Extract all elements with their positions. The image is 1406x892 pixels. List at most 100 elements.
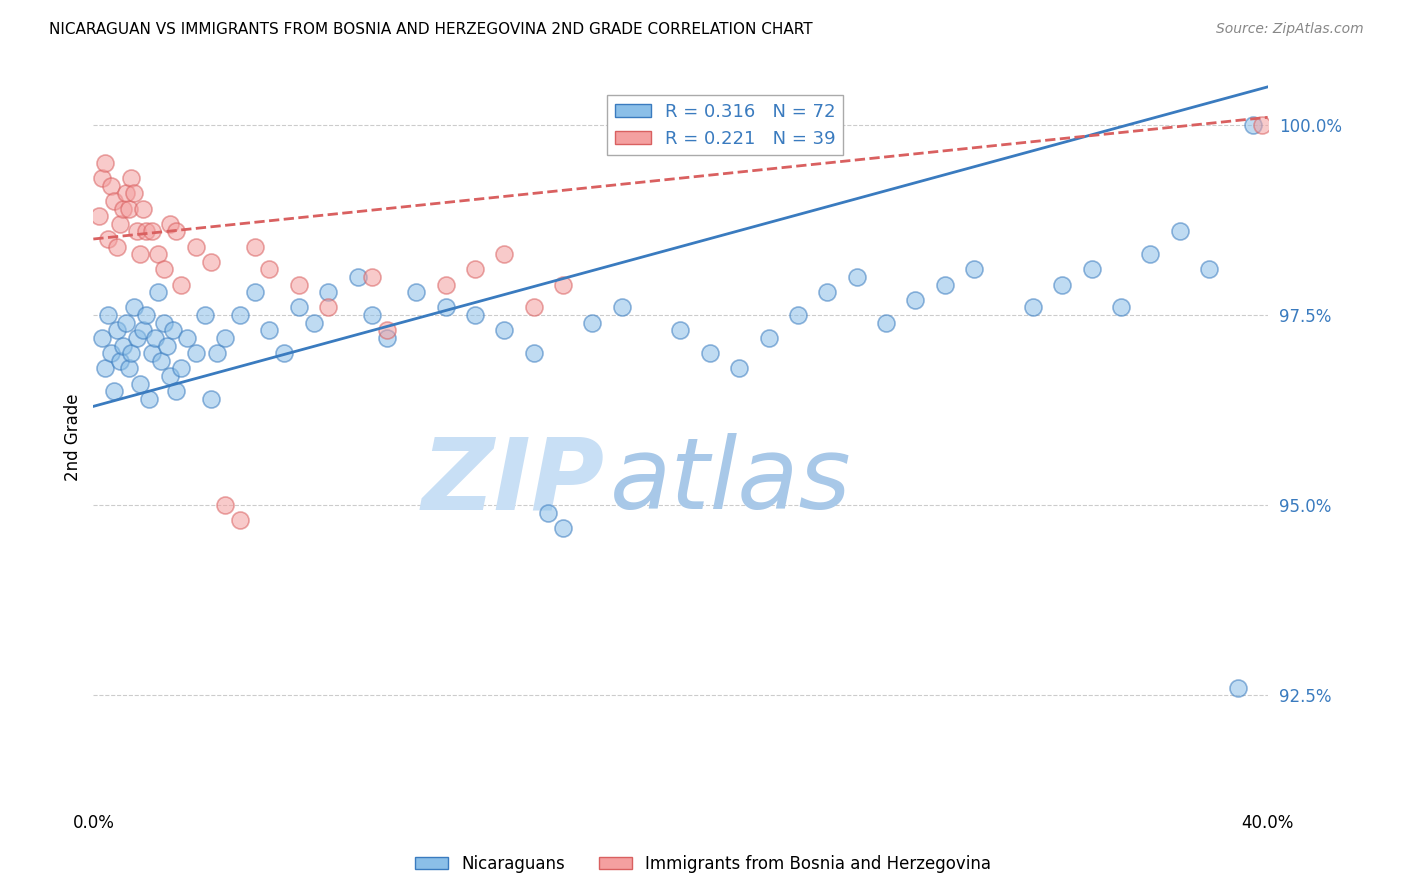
Point (152, 262, 174, 277)
Point (129, 376, 152, 391)
Legend: Nicaraguans, Immigrants from Bosnia and Herzegovina: Nicaraguans, Immigrants from Bosnia and … (408, 848, 998, 880)
Point (875, 316, 897, 330)
Point (375, 323, 398, 337)
Point (288, 277, 311, 292)
Point (787, 308, 810, 322)
Point (184, 346, 207, 360)
Point (184, 239, 207, 253)
Point (91, 331, 114, 345)
Point (200, 255, 222, 269)
Point (194, 308, 217, 322)
Point (111, 202, 134, 216)
Point (758, 331, 780, 345)
Point (146, 247, 169, 261)
Point (464, 262, 486, 277)
Point (1080, 262, 1102, 277)
Point (728, 361, 751, 376)
Point (165, 384, 187, 399)
Point (551, 521, 574, 535)
Point (111, 338, 134, 352)
Point (135, 224, 157, 238)
Point (699, 346, 721, 360)
Point (361, 308, 384, 322)
Point (124, 186, 146, 201)
Point (132, 202, 155, 216)
Point (103, 194, 125, 208)
Point (229, 513, 252, 527)
Point (610, 301, 633, 315)
Point (229, 308, 252, 322)
Point (141, 346, 163, 360)
Point (143, 331, 166, 345)
Point (91, 171, 114, 186)
Point (464, 308, 486, 322)
Point (934, 277, 956, 292)
Point (127, 331, 149, 345)
Point (815, 285, 838, 300)
Point (434, 301, 457, 315)
Point (129, 247, 152, 261)
Point (162, 323, 184, 337)
Point (1050, 277, 1073, 292)
Point (405, 285, 427, 300)
Point (124, 301, 146, 315)
Point (159, 368, 181, 383)
Point (243, 285, 266, 300)
Point (170, 277, 193, 292)
Point (121, 346, 143, 360)
Point (108, 217, 131, 231)
Point (114, 186, 136, 201)
Point (845, 270, 868, 285)
Point (494, 323, 516, 337)
Point (176, 331, 198, 345)
Point (214, 331, 236, 345)
Point (141, 224, 163, 238)
Point (1250, 118, 1272, 132)
Point (669, 323, 692, 337)
Point (243, 239, 266, 253)
Point (537, 506, 560, 520)
Point (170, 361, 193, 376)
Point (100, 178, 122, 193)
Point (963, 262, 986, 277)
Point (434, 277, 457, 292)
Text: NICARAGUAN VS IMMIGRANTS FROM BOSNIA AND HERZEGOVINA 2ND GRADE CORRELATION CHART: NICARAGUAN VS IMMIGRANTS FROM BOSNIA AND… (49, 22, 813, 37)
Point (581, 316, 603, 330)
Point (100, 346, 122, 360)
Point (1168, 224, 1191, 238)
Point (316, 301, 339, 315)
Point (94, 361, 117, 376)
Point (346, 270, 368, 285)
Point (1139, 247, 1161, 261)
Point (904, 293, 927, 307)
Point (132, 323, 155, 337)
Point (105, 323, 128, 337)
Point (165, 224, 187, 238)
Point (1241, 118, 1264, 132)
Point (121, 171, 143, 186)
Point (146, 285, 169, 300)
Text: ZIP: ZIP (422, 433, 605, 530)
Point (259, 323, 281, 337)
Point (117, 361, 139, 376)
Point (138, 392, 160, 406)
Point (214, 498, 236, 512)
Point (114, 316, 136, 330)
Point (361, 270, 384, 285)
Point (1227, 681, 1250, 695)
Point (494, 247, 516, 261)
Point (302, 316, 325, 330)
Point (1022, 301, 1045, 315)
Point (108, 353, 131, 368)
Point (288, 301, 311, 315)
Point (159, 217, 181, 231)
Point (97, 232, 120, 246)
Point (149, 353, 172, 368)
Y-axis label: 2nd Grade: 2nd Grade (65, 393, 82, 481)
Point (316, 285, 339, 300)
Point (1109, 301, 1132, 315)
Point (97, 308, 120, 322)
Point (523, 346, 546, 360)
Point (103, 384, 125, 399)
Point (1198, 262, 1220, 277)
